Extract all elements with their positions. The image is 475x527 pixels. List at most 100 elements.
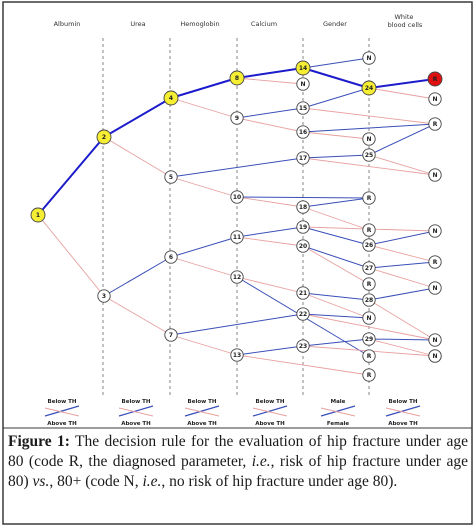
edge-29-N_j: [368, 338, 436, 357]
node-circle-N_e: [428, 92, 442, 106]
edge-5-10: [170, 176, 238, 198]
node-26: 26: [362, 238, 376, 252]
node-5: 5: [164, 170, 178, 184]
node-label-4: 4: [169, 95, 173, 102]
legend-bottom-2: Above TH: [187, 421, 217, 427]
node-circle-29: [362, 332, 376, 346]
node-circle-3: [97, 289, 111, 303]
edge-28-N_i: [368, 299, 436, 341]
node-label-N_a: N: [300, 81, 305, 88]
node-circle-11: [230, 230, 244, 244]
node-label-R_red: R: [433, 76, 438, 83]
node-label-8: 8: [235, 75, 239, 82]
node-label-20: 20: [299, 243, 307, 250]
edge-29-N_i: [368, 338, 436, 341]
node-label-1: 1: [36, 212, 40, 219]
legend-below-line-2: [184, 405, 220, 417]
node-circle-15: [296, 101, 310, 115]
legend-below-line-1: [118, 405, 154, 417]
node-3: 3: [97, 289, 111, 303]
node-label-25: 25: [365, 152, 373, 159]
tree-edges: [37, 57, 436, 376]
node-circle-20: [296, 239, 310, 253]
node-circle-R_b: [362, 223, 376, 237]
edge-18-R_b: [302, 206, 370, 231]
caption-vs: vs.: [32, 473, 50, 490]
node-circle-12: [230, 270, 244, 284]
node-circle-R_red: [427, 71, 443, 87]
legend-item-0: Below TH Above TH: [44, 399, 80, 427]
node-6: 6: [164, 250, 178, 264]
edge-4-9: [170, 97, 238, 119]
edge-18-R_a: [302, 197, 370, 208]
edge-21-28: [302, 292, 370, 301]
node-circle-10: [230, 190, 244, 204]
node-N_c: N: [362, 311, 376, 325]
node-circle-14: [295, 60, 311, 76]
node-1: 1: [30, 207, 46, 223]
edge-2-5: [103, 136, 172, 178]
node-label-22: 22: [299, 311, 307, 318]
edge-17-N_f: [302, 157, 436, 176]
edge-20-27: [302, 245, 370, 269]
col-title-gender: Gender: [323, 20, 347, 28]
edge-22-N_i: [302, 313, 436, 341]
col-title-albumin: Albumin: [54, 20, 81, 28]
legend-top-0: Below TH: [48, 399, 77, 405]
node-label-13: 13: [233, 352, 241, 359]
node-circle-5: [164, 170, 178, 184]
edge-3-6: [103, 256, 172, 297]
col-title-white-blood-cells: White blood cells: [388, 13, 423, 29]
node-label-19: 19: [299, 224, 307, 231]
node-label-23: 23: [299, 343, 307, 350]
node-circle-R_d: [362, 349, 376, 363]
node-label-16: 16: [299, 129, 307, 136]
node-10: 10: [230, 190, 244, 204]
node-circle-9: [230, 111, 244, 125]
edge-27-N_h: [368, 267, 436, 289]
edge-23-29: [302, 338, 370, 347]
node-label-R_g: R: [433, 259, 438, 266]
column-titles: Albumin Urea Hemoglobin Calcium Gender W…: [54, 13, 423, 29]
node-13: 13: [230, 348, 244, 362]
node-label-N_i: N: [432, 337, 437, 344]
edge-13-R_e: [236, 354, 370, 376]
node-label-17: 17: [299, 155, 307, 162]
legend-below-line-4: [320, 405, 356, 417]
node-circle-26: [362, 238, 376, 252]
node-circle-4: [163, 90, 179, 106]
node-label-12: 12: [233, 274, 241, 281]
edge-24-N_e: [368, 87, 436, 100]
node-label-R_d: R: [367, 353, 372, 360]
legend-bottom-1: Above TH: [121, 421, 151, 427]
node-20: 20: [296, 239, 310, 253]
node-circle-N_g: [428, 224, 442, 238]
node-R_red: R: [427, 71, 443, 87]
legend-above-line-5: [385, 407, 421, 417]
legend-top-3: Below TH: [256, 399, 285, 405]
node-circle-R_e: [362, 368, 376, 382]
legend-below-line-5: [385, 405, 421, 417]
node-label-11: 11: [233, 234, 241, 241]
node-18: 18: [296, 200, 310, 214]
node-label-3: 3: [102, 293, 106, 300]
node-R_c: R: [362, 277, 376, 291]
node-label-N_f: N: [432, 172, 437, 179]
node-circle-1: [30, 207, 46, 223]
node-N_e: N: [428, 92, 442, 106]
node-circle-22: [296, 307, 310, 321]
edge-15-24: [302, 87, 370, 109]
node-22: 22: [296, 307, 310, 321]
node-2: 2: [96, 129, 112, 145]
node-circle-19: [296, 220, 310, 234]
node-circle-27: [362, 261, 376, 275]
node-label-18: 18: [299, 204, 307, 211]
edge-25-R_f: [368, 123, 436, 156]
node-circle-N_a: [296, 77, 310, 91]
edge-9-16: [236, 117, 304, 133]
node-circle-23: [296, 339, 310, 353]
node-8: 8: [229, 70, 245, 86]
legend-item-2: Below TH Above TH: [184, 399, 220, 427]
node-R_d: R: [362, 349, 376, 363]
